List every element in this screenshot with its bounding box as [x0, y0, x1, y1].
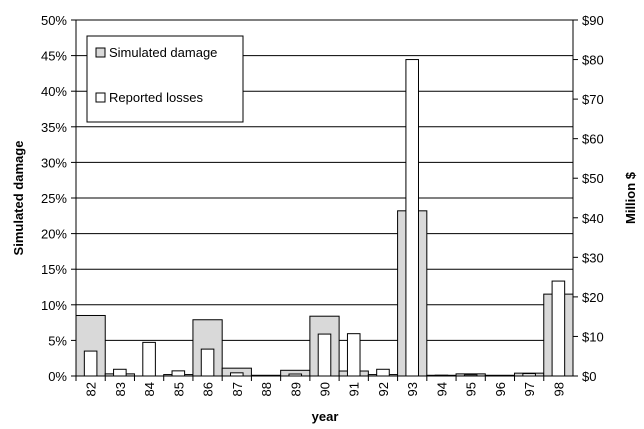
- legend-label-reported-losses: Reported losses: [109, 90, 203, 105]
- left-tick-label: 40%: [41, 84, 67, 99]
- left-tick-label: 35%: [41, 120, 67, 135]
- bar-reported-losses: [84, 351, 97, 376]
- right-tick-label: $90: [582, 13, 604, 28]
- right-tick-label: $70: [582, 92, 604, 107]
- right-tick-label: $80: [582, 53, 604, 68]
- bar-reported-losses: [201, 349, 214, 376]
- x-axis-ticks: 82 83 84 85 86 87 88 89 90 91 92 93 94 95 96 97 98: [76, 376, 566, 396]
- left-tick-label: 30%: [41, 155, 67, 170]
- y-axis-title: Simulated damage: [11, 141, 26, 256]
- left-tick-label: 10%: [41, 298, 67, 313]
- right-axis-ticks: $0 $10 $20 $30 $40 $50 $60 $70 $80 $90: [573, 13, 604, 384]
- right-tick-label: $30: [582, 250, 604, 265]
- x-tick-label: 87: [230, 382, 245, 396]
- right-tick-label: $50: [582, 171, 604, 186]
- legend-label-simulated-damage: Simulated damage: [109, 45, 217, 60]
- left-tick-label: 0%: [48, 369, 67, 384]
- x-tick-label: 90: [318, 382, 333, 396]
- x-axis-title: year: [312, 409, 339, 424]
- x-tick-label: 95: [464, 382, 479, 396]
- left-tick-label: 25%: [41, 191, 67, 206]
- left-tick-label: 20%: [41, 227, 67, 242]
- right-tick-label: $0: [582, 369, 596, 384]
- bar-reported-losses: [552, 281, 565, 376]
- right-tick-label: $10: [582, 329, 604, 344]
- bar-reported-losses: [318, 334, 331, 376]
- left-axis-ticks: 0% 5% 10% 15% 20% 25% 30% 35% 40% 45% 50%: [41, 13, 76, 384]
- x-tick-label: 92: [376, 382, 391, 396]
- bar-reported-losses: [143, 342, 156, 376]
- x-tick-label: 83: [113, 382, 128, 396]
- x-tick-label: 82: [84, 382, 99, 396]
- left-tick-label: 50%: [41, 13, 67, 28]
- legend: Simulated damage Reported losses: [87, 36, 243, 122]
- legend-swatch-simulated-damage: [96, 48, 105, 57]
- x-tick-label: 91: [347, 382, 362, 396]
- x-tick-label: 96: [493, 382, 508, 396]
- right-tick-label: $40: [582, 211, 604, 226]
- x-tick-label: 98: [551, 382, 566, 396]
- bar-reported-losses: [172, 371, 185, 376]
- left-tick-label: 5%: [48, 333, 67, 348]
- left-tick-label: 45%: [41, 49, 67, 64]
- bar-reported-losses: [347, 334, 360, 376]
- right-tick-label: $60: [582, 132, 604, 147]
- bar-reported-losses: [377, 369, 390, 376]
- x-tick-label: 89: [288, 382, 303, 396]
- y2-axis-title: Million $: [623, 171, 638, 224]
- x-tick-label: 93: [405, 382, 420, 396]
- x-tick-label: 94: [434, 382, 449, 396]
- right-tick-label: $20: [582, 290, 604, 305]
- x-tick-label: 85: [171, 382, 186, 396]
- x-tick-label: 86: [201, 382, 216, 396]
- bar-reported-losses: [114, 369, 127, 376]
- legend-swatch-reported-losses: [96, 93, 105, 102]
- x-tick-label: 88: [259, 382, 274, 396]
- x-tick-label: 84: [142, 382, 157, 396]
- left-tick-label: 15%: [41, 262, 67, 277]
- x-tick-label: 97: [522, 382, 537, 396]
- bar-reported-losses: [406, 60, 419, 376]
